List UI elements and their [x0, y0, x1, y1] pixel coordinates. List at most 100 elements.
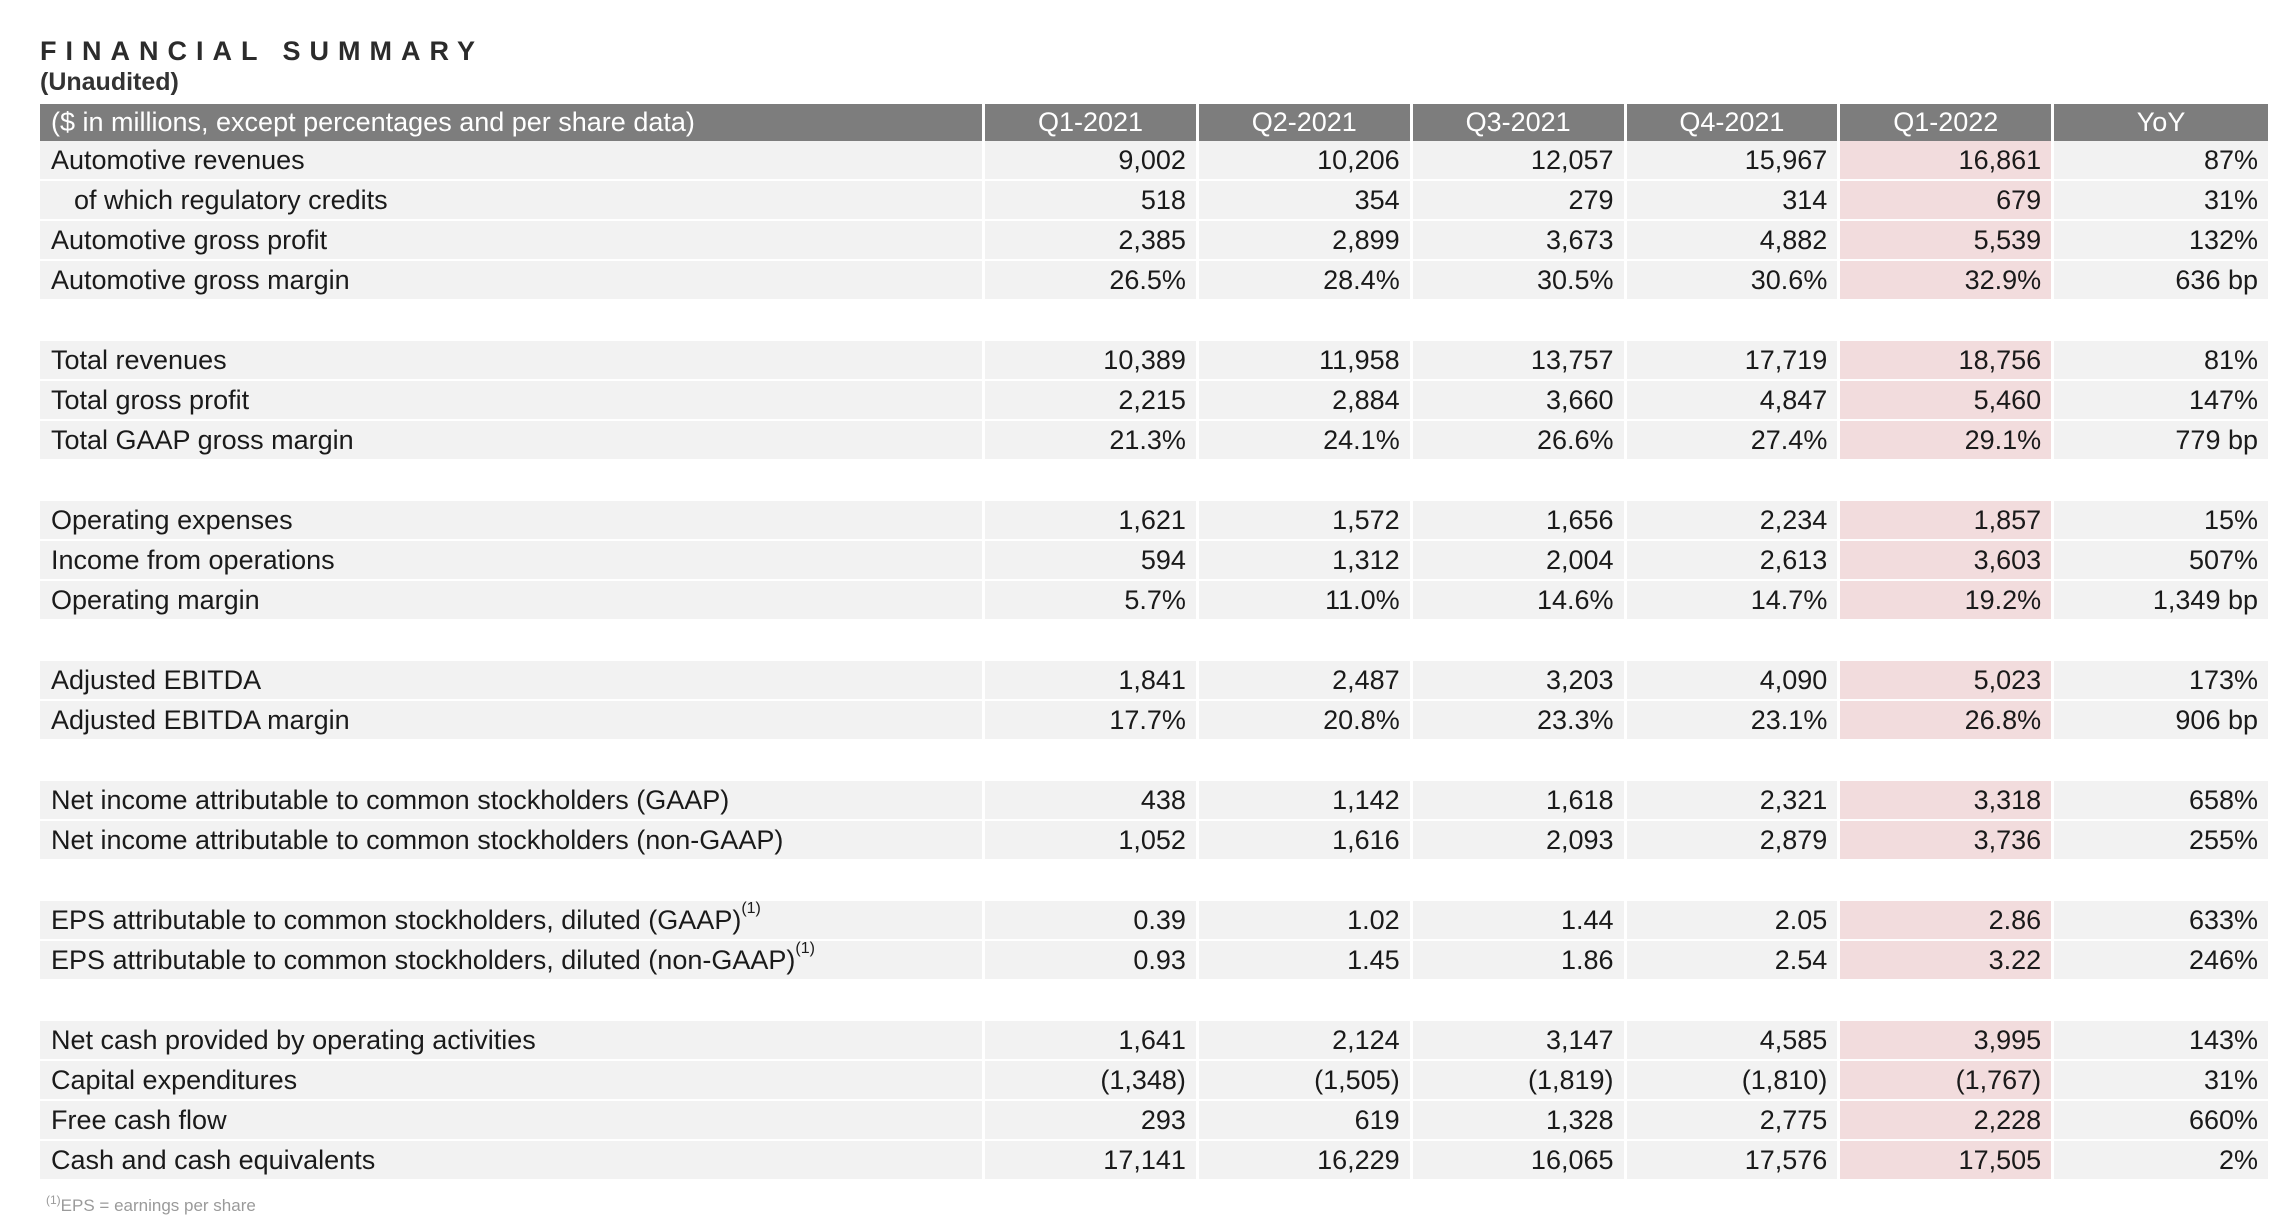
value-cell: 23.3% [1412, 701, 1627, 741]
row-label-text: Automotive gross profit [51, 224, 328, 255]
value-cell: 13,757 [1412, 341, 1627, 381]
table-row: Net income attributable to common stockh… [40, 821, 2268, 861]
row-label-text: Automotive gross margin [51, 264, 350, 295]
table-header-row: ($ in millions, except percentages and p… [40, 104, 2268, 141]
value-cell: 5,023 [1840, 661, 2055, 701]
value-cell: 10,389 [985, 341, 1199, 381]
row-label-text: Operating expenses [51, 504, 293, 535]
value-cell: 12,057 [1412, 141, 1627, 181]
value-cell: 143% [2054, 1021, 2268, 1061]
value-cell: 9,002 [985, 141, 1199, 181]
value-cell: 26.5% [985, 261, 1199, 301]
value-cell: 779 bp [2054, 421, 2268, 461]
table-body: Automotive revenues 9,002 10,206 12,057 15,9… [40, 141, 2268, 1181]
value-cell: 31% [2054, 181, 2268, 221]
value-cell: 1,841 [985, 661, 1199, 701]
value-cell: 30.6% [1626, 261, 1841, 301]
table-row: of which regulatory credits 518 354 279 314 6… [40, 181, 2268, 221]
row-label: of which regulatory credits [40, 181, 986, 221]
table-row: Adjusted EBITDA 1,841 2,487 3,203 4,090 5,023… [40, 661, 2268, 701]
page-title: FINANCIAL SUMMARY [40, 36, 484, 66]
value-cell: (1,348) [985, 1061, 1199, 1101]
value-cell: 3,736 [1840, 821, 2055, 861]
row-label: Operating expenses [40, 501, 986, 541]
value-cell: 354 [1198, 181, 1413, 221]
value-cell: 31% [2054, 1061, 2268, 1101]
table-row: Cash and cash equivalents 17,141 16,229 16,… [40, 1141, 2268, 1181]
value-cell: 1.86 [1412, 941, 1627, 981]
value-cell: 15,967 [1626, 141, 1841, 181]
value-cell: 1,616 [1198, 821, 1413, 861]
row-label-text: Free cash flow [51, 1104, 227, 1135]
row-label: Automotive gross margin [40, 261, 986, 301]
row-label: Total gross profit [40, 381, 986, 421]
group-spacer [40, 741, 2268, 781]
table-row: EPS attributable to common stockholders,… [40, 900, 2268, 941]
value-cell: 2.86 [1840, 901, 2055, 941]
table-row: Free cash flow 293 619 1,328 2,775 2,228 660% [40, 1101, 2268, 1141]
value-cell: 17,505 [1840, 1141, 2055, 1181]
value-cell: (1,819) [1412, 1061, 1627, 1101]
value-cell: 21.3% [985, 421, 1199, 461]
row-label-text: Capital expenditures [51, 1064, 298, 1095]
row-label: EPS attributable to common stockholders,… [40, 900, 986, 941]
footnote-text: EPS = earnings per share [60, 1196, 256, 1215]
row-label: Automotive gross profit [40, 221, 986, 261]
value-cell: 2,613 [1626, 541, 1841, 581]
value-cell: 147% [2054, 381, 2268, 421]
value-cell: 594 [985, 541, 1199, 581]
value-cell: 16,229 [1198, 1141, 1413, 1181]
value-cell: 0.93 [985, 941, 1199, 981]
table-row: Automotive gross margin 26.5% 28.4% 30.5% 30… [40, 261, 2268, 301]
row-label: Net income attributable to common stockh… [40, 781, 986, 821]
column-header: Q2-2021 [1198, 104, 1413, 141]
table-row: Adjusted EBITDA margin 17.7% 20.8% 23.3% 23.… [40, 701, 2268, 741]
value-cell: 0.39 [985, 901, 1199, 941]
spacer-cell [40, 741, 2268, 781]
value-cell: 438 [985, 781, 1199, 821]
value-cell: 15% [2054, 501, 2268, 541]
value-cell: 18,756 [1840, 341, 2055, 381]
table-row: EPS attributable to common stockholders,… [40, 939, 2268, 981]
value-cell: 3,660 [1412, 381, 1627, 421]
row-label: Capital expenditures [40, 1061, 986, 1101]
column-header: YoY [2054, 104, 2268, 141]
footnote-marker: (1) [795, 939, 815, 957]
table-row: Net cash provided by operating activitie… [40, 1021, 2268, 1061]
table-row: Automotive revenues 9,002 10,206 12,057 15,9… [40, 141, 2268, 181]
value-cell: 2,487 [1198, 661, 1413, 701]
value-cell: 906 bp [2054, 701, 2268, 741]
value-cell: 4,882 [1626, 221, 1841, 261]
value-cell: 26.6% [1412, 421, 1627, 461]
table-row: Capital expenditures (1,348) (1,505) (1,819… [40, 1061, 2268, 1101]
value-cell: 2,124 [1198, 1021, 1413, 1061]
group-spacer [40, 461, 2268, 501]
value-cell: 1,618 [1412, 781, 1627, 821]
value-cell: 1,572 [1198, 501, 1413, 541]
table-row: Total revenues 10,389 11,958 13,757 17,719 18… [40, 341, 2268, 381]
value-cell: 1.02 [1198, 901, 1413, 941]
value-cell: 1.45 [1198, 941, 1413, 981]
value-cell: 3,603 [1840, 541, 2055, 581]
value-cell: 1,621 [985, 501, 1199, 541]
value-cell: 3,995 [1840, 1021, 2055, 1061]
table-row: Operating expenses 1,621 1,572 1,656 2,234 1,… [40, 501, 2268, 541]
value-cell: 4,585 [1626, 1021, 1841, 1061]
value-cell: 23.1% [1626, 701, 1841, 741]
value-cell: 27.4% [1626, 421, 1841, 461]
value-cell: 4,090 [1626, 661, 1841, 701]
value-cell: 2,215 [985, 381, 1199, 421]
footnote: (1)EPS = earnings per share [46, 1194, 256, 1216]
value-cell: 30.5% [1412, 261, 1627, 301]
value-cell: 4,847 [1626, 381, 1841, 421]
financial-summary-table: ($ in millions, except percentages and p… [40, 104, 2268, 1181]
value-cell: 132% [2054, 221, 2268, 261]
row-label: Adjusted EBITDA [40, 661, 986, 701]
group-spacer [40, 861, 2268, 901]
value-cell: 2,884 [1198, 381, 1413, 421]
value-cell: 2.05 [1626, 901, 1841, 941]
row-label: Adjusted EBITDA margin [40, 701, 986, 741]
value-cell: 24.1% [1198, 421, 1413, 461]
value-cell: 19.2% [1840, 581, 2055, 621]
page-subtitle: (Unaudited) [40, 68, 179, 96]
